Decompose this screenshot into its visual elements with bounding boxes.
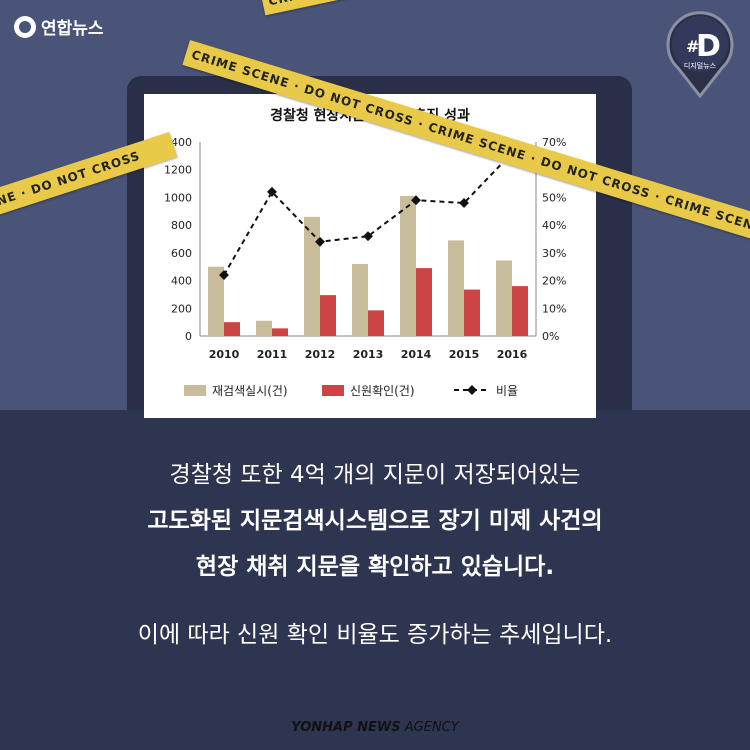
bar-research xyxy=(496,260,512,336)
footer-bold: YONHAP NEWS xyxy=(291,720,401,735)
footer-light: AGENCY xyxy=(404,720,459,735)
bar-identified xyxy=(368,310,384,336)
y-left-tick-label: 1200 xyxy=(164,164,192,177)
y-left-tick-label: 0 xyxy=(185,330,192,343)
ratio-point xyxy=(267,186,277,197)
y-right-tick-label: 40% xyxy=(542,219,566,232)
ratio-point xyxy=(363,231,373,242)
chart-panel: 경찰청 현장지문 재검색 추진 성과0200400600800100012001… xyxy=(144,94,596,418)
yonhap-logo: 연합뉴스 xyxy=(14,14,104,39)
bar-research xyxy=(208,266,224,336)
x-tick-label: 2014 xyxy=(401,348,432,361)
legend-label-ratio: 비율 xyxy=(496,384,518,398)
legend-label-identified: 신원확인(건) xyxy=(350,384,415,398)
ratio-point xyxy=(411,195,421,206)
digital-news-badge-icon: # D 디지털뉴스 xyxy=(666,11,734,98)
legend-marker-ratio xyxy=(467,385,477,395)
y-right-tick-label: 20% xyxy=(542,275,566,288)
y-left-tick-label: 1000 xyxy=(164,191,192,204)
bar-research xyxy=(304,216,320,336)
x-tick-label: 2015 xyxy=(449,348,480,361)
y-left-tick-label: 600 xyxy=(171,247,192,260)
legend-swatch-research xyxy=(184,385,206,396)
badge-subtitle: 디지털뉴스 xyxy=(684,61,717,70)
bar-identified xyxy=(416,268,432,336)
y-right-tick-label: 10% xyxy=(542,302,566,315)
chart-svg: 경찰청 현장지문 재검색 추진 성과0200400600800100012001… xyxy=(164,107,566,398)
y-right-tick-label: 70% xyxy=(542,136,566,149)
ratio-point xyxy=(315,236,325,247)
y-right-tick-label: 0% xyxy=(542,330,559,343)
bar-research xyxy=(352,263,368,336)
body-text: 경찰청 또한 4억 개의 지문이 저장되어있는 고도화된 지문검색시스템으로 장… xyxy=(0,452,750,590)
footer-credit: YONHAP NEWS AGENCY xyxy=(0,720,750,735)
x-tick-label: 2013 xyxy=(353,348,384,361)
badge-letter: D xyxy=(696,29,721,64)
y-right-tick-label: 30% xyxy=(542,247,566,260)
body-line-4: 이에 따라 신원 확인 비율도 증가하는 추세입니다. xyxy=(137,622,613,648)
bar-identified xyxy=(320,295,336,336)
bar-identified xyxy=(272,328,288,336)
y-left-tick-label: 400 xyxy=(171,275,192,288)
y-right-tick-label: 50% xyxy=(542,191,566,204)
bar-identified xyxy=(224,322,240,336)
bar-research xyxy=(400,196,416,336)
y-left-tick-label: 200 xyxy=(171,302,192,315)
bar-research xyxy=(448,240,464,336)
ratio-line xyxy=(223,152,513,276)
logo-text: 연합뉴스 xyxy=(41,19,104,39)
x-tick-label: 2016 xyxy=(497,348,528,361)
x-tick-label: 2012 xyxy=(305,348,336,361)
legend-swatch-identified xyxy=(322,385,344,396)
body-line-2: 고도화된 지문검색시스템으로 장기 미제 사건의 xyxy=(147,508,603,534)
body-line-3: 현장 채취 지문을 확인하고 있습니다. xyxy=(195,554,555,580)
body-line-1: 경찰청 또한 4억 개의 지문이 저장되어있는 xyxy=(169,462,581,488)
x-tick-label: 2011 xyxy=(257,348,288,361)
badge-hash: # xyxy=(686,37,699,56)
ratio-point xyxy=(219,270,229,280)
legend-label-research: 재검색실시(건) xyxy=(212,384,288,398)
y-left-tick-label: 800 xyxy=(171,219,192,232)
bar-identified xyxy=(464,289,480,336)
x-tick-label: 2010 xyxy=(209,348,240,361)
yonhap-logo-icon xyxy=(14,15,36,38)
bottom-background xyxy=(0,410,750,750)
bar-identified xyxy=(512,286,528,336)
bar-research xyxy=(256,320,272,336)
